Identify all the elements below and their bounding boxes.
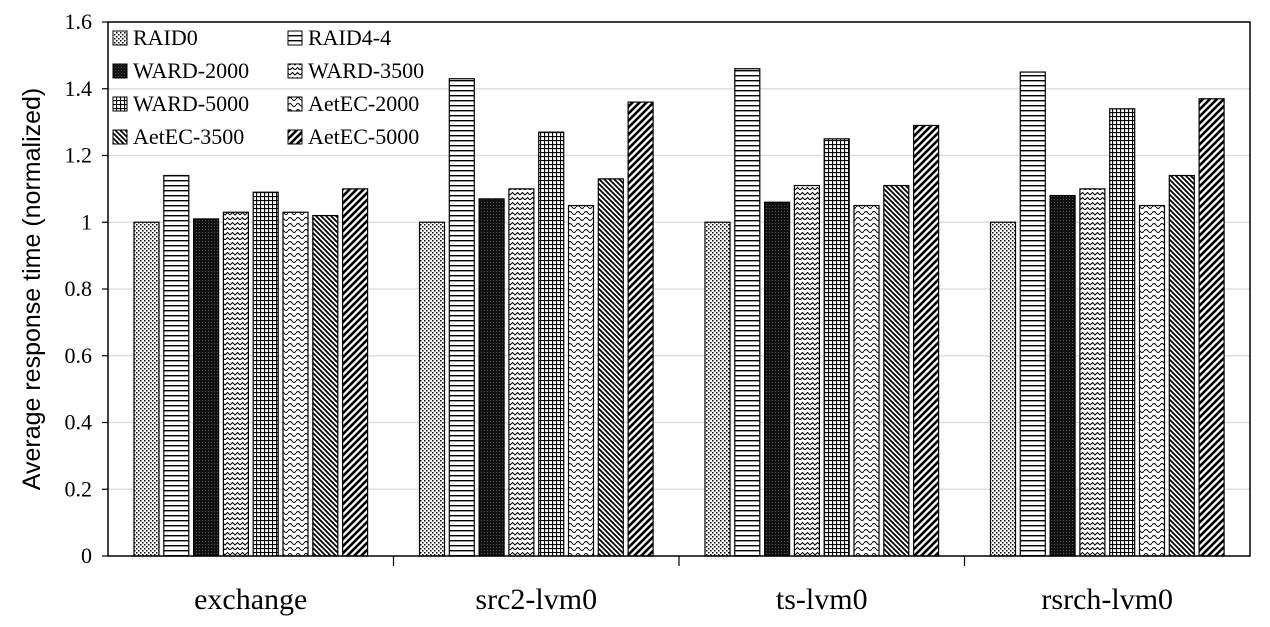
- legend-label: AetEC-3500: [133, 124, 244, 149]
- y-tick-label: 0: [81, 543, 92, 568]
- bar-WARD-2000-ts-lvm0: [763, 201, 791, 557]
- legend-swatch: [287, 96, 303, 112]
- legend-label: WARD-3500: [308, 58, 424, 83]
- legend-label: RAID0: [133, 25, 198, 50]
- bar-RAID4-4-src2-lvm0: [448, 78, 475, 557]
- legend-swatch: [287, 63, 303, 79]
- bar-WARD-2000-exchange: [193, 218, 220, 557]
- bar-AetEC-5000-exchange: [342, 188, 369, 557]
- x-category-label: exchange: [194, 583, 307, 616]
- y-tick-label: 1: [81, 209, 92, 234]
- legend-swatch: [112, 96, 128, 112]
- bar-WARD-3500-ts-lvm0: [793, 184, 821, 557]
- y-tick-label: 1.2: [65, 143, 93, 168]
- bar-AetEC-2000-exchange: [282, 211, 309, 557]
- bar-RAID4-4-rsrch-lvm0: [1019, 71, 1046, 557]
- x-category-label: rsrch-lvm0: [1041, 583, 1173, 616]
- bar-WARD-5000-ts-lvm0: [823, 138, 850, 557]
- bar-WARD-2000-rsrch-lvm0: [1049, 194, 1076, 557]
- y-axis-title: Average response time (normalized): [18, 88, 46, 491]
- legend-label: AetEC-2000: [308, 91, 419, 116]
- legend-label: AetEC-5000: [308, 124, 419, 149]
- legend-swatch: [112, 129, 128, 145]
- bar-AetEC-5000-rsrch-lvm0: [1198, 98, 1225, 557]
- bar-WARD-3500-src2-lvm0: [508, 188, 535, 557]
- legend-label: RAID4-4: [308, 25, 391, 50]
- bar-RAID0-src2-lvm0: [418, 221, 446, 557]
- bar-RAID0-exchange: [133, 221, 160, 557]
- bar-WARD-5000-rsrch-lvm0: [1109, 108, 1136, 557]
- y-tick-label: 0.2: [65, 476, 93, 501]
- bar-AetEC-2000-rsrch-lvm0: [1138, 204, 1166, 557]
- bar-AetEC-3500-src2-lvm0: [597, 178, 624, 557]
- bar-AetEC-3500-rsrch-lvm0: [1168, 174, 1195, 557]
- bar-WARD-5000-exchange: [252, 191, 279, 557]
- bar-AetEC-2000-src2-lvm0: [567, 204, 595, 557]
- bar-RAID4-4-exchange: [163, 174, 190, 557]
- bar-WARD-5000-src2-lvm0: [538, 131, 565, 557]
- y-tick-label: 1.4: [65, 76, 93, 101]
- x-category-label: ts-lvm0: [776, 583, 868, 616]
- x-category-label: src2-lvm0: [475, 583, 597, 616]
- bar-RAID4-4-ts-lvm0: [734, 68, 761, 557]
- bar-AetEC-2000-ts-lvm0: [853, 204, 880, 557]
- legend-label: WARD-2000: [133, 58, 249, 83]
- legend-swatch: [112, 63, 128, 79]
- y-tick-label: 0.6: [65, 343, 93, 368]
- y-tick-label: 0.8: [65, 276, 93, 301]
- legend-swatch: [112, 30, 128, 46]
- legend-swatch: [287, 30, 303, 46]
- legend-swatch: [287, 129, 303, 145]
- bar-RAID0-rsrch-lvm0: [989, 221, 1017, 557]
- legend-label: WARD-5000: [133, 91, 249, 116]
- bar-WARD-3500-rsrch-lvm0: [1079, 188, 1106, 557]
- y-tick-label: 1.6: [65, 9, 93, 34]
- bar-AetEC-3500-exchange: [312, 214, 339, 557]
- bar-AetEC-3500-ts-lvm0: [883, 184, 910, 557]
- bar-WARD-2000-src2-lvm0: [478, 198, 505, 557]
- bar-RAID0-ts-lvm0: [704, 221, 731, 557]
- y-tick-label: 0.4: [65, 410, 93, 435]
- bar-WARD-3500-exchange: [222, 211, 249, 557]
- bar-AetEC-5000-ts-lvm0: [912, 124, 940, 557]
- bar-AetEC-5000-src2-lvm0: [627, 101, 654, 557]
